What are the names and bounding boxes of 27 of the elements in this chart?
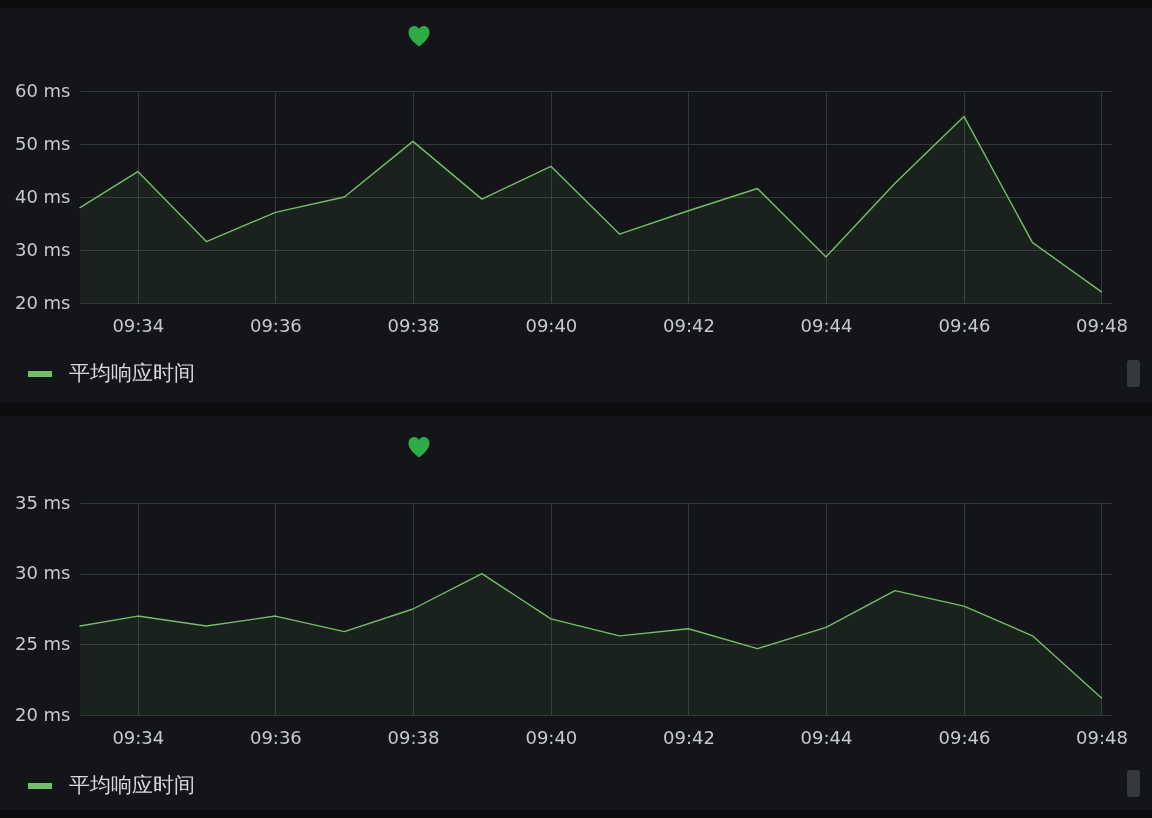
x-tick-label: 09:38: [387, 314, 440, 336]
x-tick-label: 09:40: [525, 314, 578, 336]
y-tick-label: 35 ms: [14, 491, 71, 513]
x-tick-label: 09:48: [1076, 726, 1128, 748]
y-tick-label: 40 ms: [14, 185, 71, 207]
x-tick-label: 09:36: [249, 726, 302, 748]
x-tick-label: 09:34: [112, 314, 165, 336]
x-tick-label: 09:42: [663, 726, 715, 748]
y-tick-label: 20 ms: [14, 703, 71, 725]
y-tick-label: 50 ms: [14, 132, 71, 154]
y-tick-label: 25 ms: [14, 632, 71, 654]
x-tick-label: 09:38: [387, 726, 440, 748]
x-tick-label: 09:44: [800, 726, 853, 748]
y-tick-label: 30 ms: [14, 562, 71, 584]
x-tick-label: 09:48: [1076, 314, 1128, 336]
x-tick-label: 09:42: [663, 314, 715, 336]
x-tick-label: 09:46: [938, 314, 991, 336]
legend-label: 平均响应时间: [69, 773, 195, 797]
legend-label: 平均响应时间: [69, 361, 195, 385]
y-tick-label: 30 ms: [14, 238, 71, 260]
x-tick-label: 09:44: [800, 314, 853, 336]
y-tick-label: 20 ms: [14, 291, 71, 313]
x-tick-label: 09:40: [525, 726, 578, 748]
x-tick-label: 09:34: [112, 726, 165, 748]
y-tick-label: 60 ms: [14, 79, 71, 101]
x-tick-label: 09:46: [938, 726, 991, 748]
x-tick-label: 09:36: [249, 314, 302, 336]
